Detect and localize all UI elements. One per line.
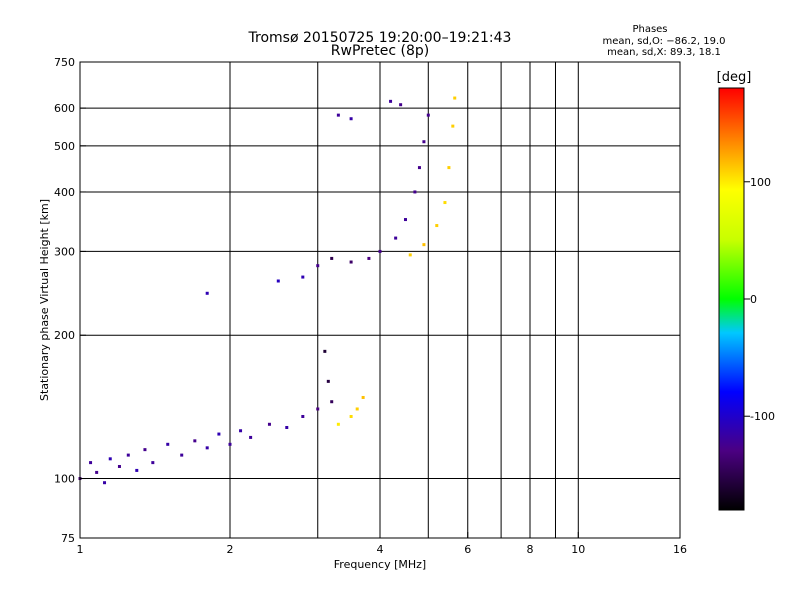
echo-point <box>267 422 271 426</box>
x-tick-label: 2 <box>227 543 234 556</box>
echo-point <box>193 439 197 443</box>
echo-point <box>336 422 340 426</box>
x-tick-label: 8 <box>527 543 534 556</box>
echo-point <box>336 113 340 117</box>
echo-point <box>389 99 393 103</box>
echo-point <box>399 103 403 107</box>
x-tick-label: 4 <box>377 543 384 556</box>
chart-subtitle: RwPretec (8p) <box>331 43 429 59</box>
data-points <box>78 96 457 485</box>
echo-point <box>126 453 130 457</box>
echo-point <box>326 379 330 383</box>
x-tick-label: 10 <box>571 543 585 556</box>
legend-o-stats: mean, sd,O: −86.2, 19.0 <box>603 36 726 47</box>
grid <box>80 62 680 538</box>
echo-point <box>228 442 232 446</box>
colorbar <box>718 87 745 511</box>
echo-point <box>367 256 371 260</box>
y-tick-label: 100 <box>54 473 75 486</box>
echo-point <box>89 461 93 465</box>
echo-point <box>323 349 327 353</box>
echo-point <box>394 236 398 240</box>
echo-point <box>330 256 334 260</box>
echo-point <box>103 481 107 485</box>
y-tick-label: 300 <box>54 245 75 258</box>
x-axis-label: Frequency [MHz] <box>334 558 426 571</box>
x-axis-ticks: 1 2 4 6 8 10 16 <box>77 532 687 556</box>
echo-point <box>435 224 439 228</box>
y-tick-label: 200 <box>54 329 75 342</box>
colorbar-ticks: 100 0 -100 <box>744 176 775 423</box>
y-tick-label: 750 <box>54 56 75 69</box>
echo-point <box>108 457 112 461</box>
echo-point <box>349 260 353 264</box>
echo-point <box>355 407 359 411</box>
echo-point <box>117 464 121 468</box>
colorbar-tick-label: 100 <box>750 176 771 189</box>
echo-point <box>422 243 426 247</box>
colorbar-label: [deg] <box>717 70 752 85</box>
echo-point <box>349 414 353 418</box>
echo-point <box>422 140 426 144</box>
echo-point <box>166 442 170 446</box>
echo-point <box>205 446 209 450</box>
echo-point <box>151 461 155 465</box>
chart-title: Tromsø 20150725 19:20:00–19:21:43 <box>248 30 512 46</box>
echo-point <box>143 448 147 452</box>
x-tick-label: 6 <box>464 543 471 556</box>
echo-point <box>180 453 184 457</box>
echo-point <box>95 470 99 474</box>
echo-point <box>451 124 455 128</box>
colorbar-tick-label: 0 <box>750 293 757 306</box>
echo-point <box>205 291 209 295</box>
echo-point <box>361 395 365 399</box>
echo-point <box>417 166 421 170</box>
echo-point <box>135 468 139 472</box>
echo-point <box>426 113 430 117</box>
echo-point <box>316 407 320 411</box>
colorbar-tick-label: -100 <box>750 410 775 423</box>
echo-point <box>217 432 221 436</box>
echo-point <box>239 429 243 433</box>
x-tick-label: 1 <box>77 543 84 556</box>
echo-point <box>249 435 253 439</box>
y-tick-label: 500 <box>54 140 75 153</box>
echo-point <box>276 279 280 283</box>
echo-point <box>403 218 407 222</box>
echo-point <box>349 117 353 121</box>
y-tick-label: 400 <box>54 186 75 199</box>
y-tick-label: 75 <box>61 532 75 545</box>
x-tick-label: 16 <box>673 543 687 556</box>
legend-title: Phases <box>632 24 667 35</box>
echo-point <box>443 201 447 205</box>
echo-point <box>447 166 451 170</box>
echo-point <box>330 400 334 404</box>
echo-point <box>285 425 289 429</box>
echo-point <box>316 264 320 268</box>
echo-point <box>413 190 417 194</box>
legend-x-stats: mean, sd,X: 89.3, 18.1 <box>607 47 721 58</box>
echo-point <box>301 414 305 418</box>
y-axis-label: Stationary phase Virtual Height [km] <box>38 199 51 401</box>
y-tick-label: 600 <box>54 102 75 115</box>
y-axis-ticks: 75 100 200 300 400 500 600 750 <box>54 56 86 545</box>
echo-point <box>408 253 412 257</box>
echo-point <box>378 249 382 253</box>
echo-point <box>301 275 305 279</box>
echo-point <box>453 96 457 100</box>
